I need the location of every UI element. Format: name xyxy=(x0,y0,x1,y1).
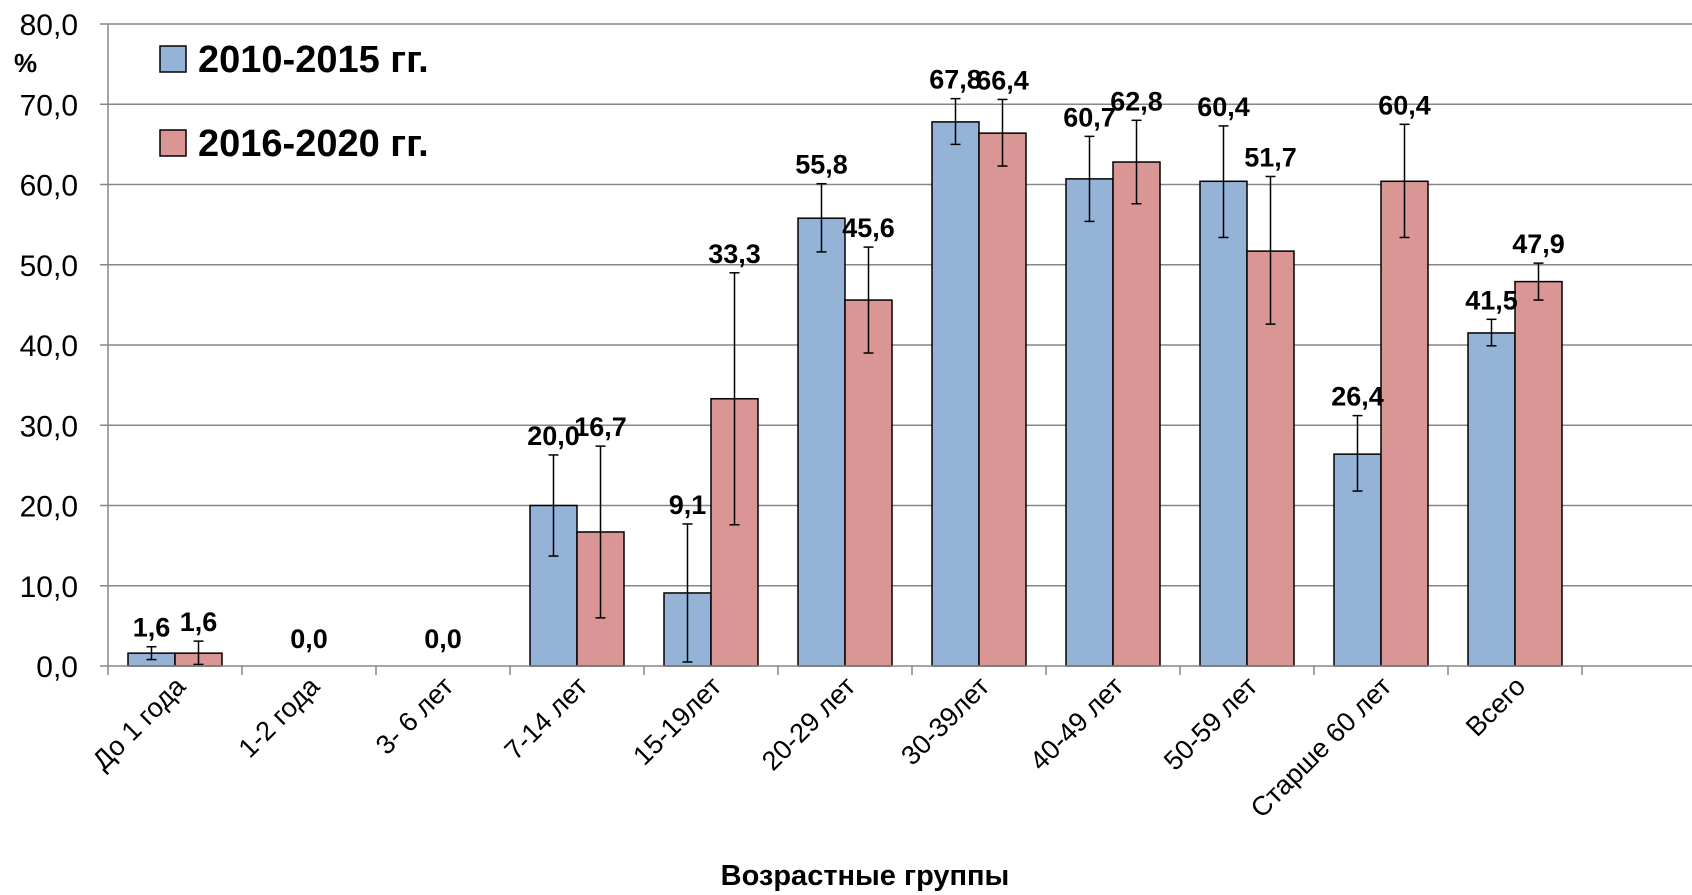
data-label: 41,5 xyxy=(1465,285,1518,315)
bar-series-1 xyxy=(932,122,979,666)
bar-series-2 xyxy=(979,133,1026,666)
data-label: 47,9 xyxy=(1512,229,1565,259)
y-axis-ticks: 0,0 10,0 20,0 30,0 40,0 50,0 60,0 70,0 80,0 xyxy=(20,9,108,684)
bar-series-2 xyxy=(1515,282,1562,666)
y-axis-unit-label: % xyxy=(14,48,37,78)
category-label: 3- 6 лет xyxy=(370,671,459,760)
y-tick-label: 0,0 xyxy=(36,651,78,684)
data-label: 60,4 xyxy=(1197,92,1250,122)
y-tick-label: 80,0 xyxy=(20,9,78,42)
data-label: 33,3 xyxy=(708,239,761,269)
y-tick-label: 70,0 xyxy=(20,89,78,122)
data-label: 9,1 xyxy=(669,490,707,520)
bar-series-2 xyxy=(1381,181,1428,666)
data-label: 0,0 xyxy=(424,624,462,654)
data-label: 1,6 xyxy=(180,607,218,637)
bar-series-1 xyxy=(1468,333,1515,666)
data-label: 26,4 xyxy=(1331,382,1384,412)
x-axis xyxy=(108,666,1692,675)
bar-series-1 xyxy=(798,218,845,666)
category-label: 7-14 лет xyxy=(499,671,594,766)
category-labels: До 1 года 1-2 года 3- 6 лет 7-14 лет 15-19ле… xyxy=(87,670,1532,823)
category-label: До 1 года xyxy=(87,670,192,775)
gridlines xyxy=(108,24,1692,586)
data-label: 66,4 xyxy=(976,65,1029,95)
data-label: 62,8 xyxy=(1110,86,1163,116)
y-tick-label: 60,0 xyxy=(20,170,78,203)
data-label: 60,4 xyxy=(1378,90,1431,120)
data-label: 0,0 xyxy=(290,624,328,654)
y-tick-label: 20,0 xyxy=(20,491,78,524)
category-label: 15-19лет xyxy=(627,671,727,771)
bar-series-1 xyxy=(1200,181,1247,666)
category-label: 40-49 лет xyxy=(1024,671,1129,776)
legend-label-series-1: 2010-2015 гг. xyxy=(198,39,429,81)
y-tick-label: 40,0 xyxy=(20,330,78,363)
legend: 2010-2015 гг. 2016-2020 гг. xyxy=(160,39,429,165)
category-label: Всего xyxy=(1460,671,1531,742)
x-axis-title: Возрастные группы xyxy=(721,860,1010,892)
data-label: 60,7 xyxy=(1063,102,1116,132)
category-label: 1-2 года xyxy=(233,670,326,763)
data-label: 55,8 xyxy=(795,150,848,180)
legend-swatch-series-2 xyxy=(160,130,186,156)
bar-series-1 xyxy=(1066,179,1113,666)
data-label: 67,8 xyxy=(929,65,982,95)
legend-swatch-series-1 xyxy=(160,46,186,72)
data-label: 1,6 xyxy=(133,613,171,643)
bar-series-2 xyxy=(1113,162,1160,666)
y-tick-label: 10,0 xyxy=(20,571,78,604)
data-label: 45,6 xyxy=(842,213,895,243)
category-label: 20-29 лет xyxy=(756,671,861,776)
legend-label-series-2: 2016-2020 гг. xyxy=(198,123,429,165)
data-label: 16,7 xyxy=(574,412,627,442)
bar-series-2 xyxy=(845,300,892,666)
data-label: 20,0 xyxy=(527,421,580,451)
category-label: 50-59 лет xyxy=(1158,671,1263,776)
y-tick-label: 30,0 xyxy=(20,410,78,443)
data-label: 51,7 xyxy=(1244,142,1297,172)
y-tick-label: 50,0 xyxy=(20,250,78,283)
category-label: Старше 60 лет xyxy=(1245,671,1397,823)
category-label: 30-39лет xyxy=(895,671,995,771)
